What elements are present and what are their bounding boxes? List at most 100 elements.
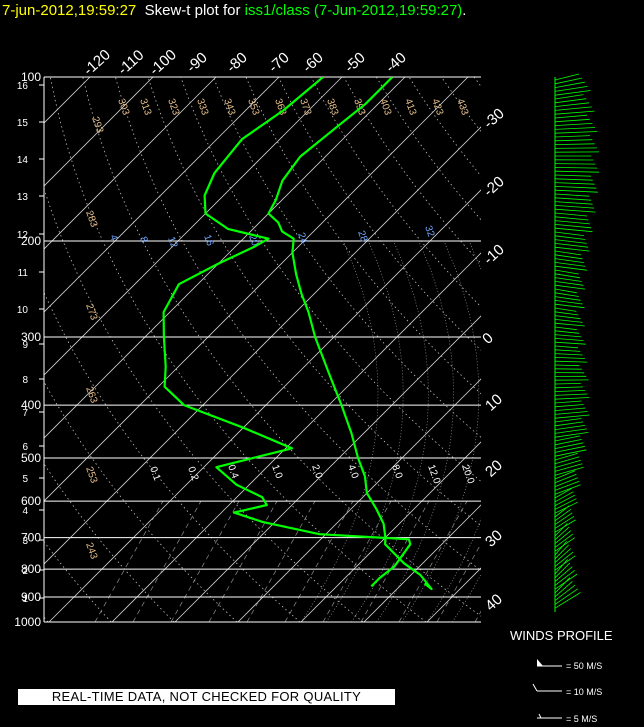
legend-50-pennant — [537, 659, 543, 666]
dry-adiabat-left-label: 283 — [83, 209, 99, 229]
height-km-label: 11 — [18, 268, 29, 279]
dry-adiabat-label-group: 293 — [89, 115, 105, 135]
wind-barb — [554, 90, 591, 96]
top-temp-label: -90 — [183, 49, 210, 76]
wind-barb — [554, 94, 584, 100]
right-temp-label: 10 — [482, 391, 506, 415]
height-km-label: 13 — [17, 192, 29, 203]
mixing-ratio-mid-label-group: 0.2 — [185, 465, 200, 482]
wind-barb — [554, 143, 595, 145]
mixing-ratio-mid-label-group: 2.0 — [309, 463, 324, 480]
dry-adiabat-left-label: 263 — [83, 385, 99, 405]
moist-adiabat-line — [451, 573, 481, 622]
height-km-label: 6 — [22, 442, 28, 453]
wind-barb — [554, 246, 590, 252]
wind-barb — [554, 224, 592, 229]
moist-adiabat-line — [426, 240, 481, 622]
dry-adiabat-line — [44, 380, 238, 622]
wind-barb — [554, 288, 577, 294]
wind-barb — [554, 322, 585, 327]
wind-barb — [554, 400, 582, 404]
wind-barb — [554, 163, 596, 165]
wind-barb — [554, 174, 592, 177]
right-temp-label: 0 — [479, 330, 497, 348]
top-temp-label: -50 — [341, 49, 368, 76]
dry-adiabat-line — [310, 77, 481, 308]
wind-barb — [554, 292, 579, 297]
mixing-ratio-line — [208, 500, 278, 622]
wind-barb — [554, 231, 584, 236]
isotherm-line — [426, 567, 481, 622]
right-temp-label-group: -30 — [480, 105, 507, 132]
dry-adiabat-left-label: 243 — [83, 541, 99, 561]
mixing-ratio-mid-label: 20.0 — [459, 463, 476, 485]
top-temp-label-group: -70 — [265, 49, 292, 76]
wind-barb — [554, 300, 583, 305]
dry-adiabat-label: 433 — [454, 97, 470, 117]
wind-barb — [554, 477, 578, 487]
wind-barb — [554, 182, 595, 185]
isotherm-line — [44, 77, 91, 124]
wind-barb — [554, 338, 584, 341]
dry-adiabat-left-label: 253 — [83, 465, 99, 485]
wind-barb — [554, 170, 600, 173]
wind-barb — [554, 73, 580, 81]
moist-adiabat-line — [351, 240, 429, 622]
dry-adiabat-line — [44, 187, 364, 622]
dry-adiabat-label-group: 413 — [402, 97, 418, 117]
wind-barb — [554, 250, 582, 256]
isobar-layer — [39, 76, 481, 623]
wind-barb — [554, 519, 576, 533]
wind-barb — [554, 470, 576, 480]
wind-barb — [554, 258, 584, 263]
wind-barb — [554, 262, 586, 267]
isotherm-line — [44, 77, 280, 313]
wind-barb — [554, 216, 589, 221]
mixing-ratio-label: 12 — [165, 235, 179, 250]
wind-barb — [554, 515, 575, 529]
wind-barb — [554, 118, 590, 123]
top-temp-label: -70 — [265, 49, 292, 76]
top-temp-label-group: -90 — [183, 49, 210, 76]
mixing-ratio-label: 32 — [422, 224, 436, 239]
top-temp-label: -40 — [382, 49, 409, 76]
wind-barb — [554, 330, 580, 334]
wind-barb — [554, 533, 574, 548]
wind-barb — [554, 505, 570, 518]
top-temp-label: -100 — [146, 46, 180, 79]
isotherm-line — [300, 441, 481, 622]
wind-barb — [554, 227, 593, 233]
legend-5-barb — [538, 713, 542, 719]
wind-barb — [554, 508, 572, 522]
wind-barb — [554, 404, 584, 408]
height-km-label: 5 — [22, 474, 28, 485]
wind-barb — [554, 588, 579, 605]
dry-adiabat-line — [212, 77, 481, 438]
wind-barb — [554, 386, 584, 389]
wind-barb — [554, 98, 587, 104]
wind-barb — [554, 167, 598, 169]
right-temp-label-group: -20 — [480, 173, 507, 200]
dry-adiabat-label: 303 — [115, 97, 131, 117]
wind-barb — [554, 397, 590, 400]
dry-adiabat-label: 333 — [194, 97, 210, 117]
wind-barb — [554, 326, 577, 331]
mixing-ratio-mid-label: 0.1 — [147, 465, 162, 482]
mixing-ratio-label: 16 — [201, 233, 215, 248]
wind-barb — [554, 512, 573, 525]
winds-profile-title: WINDS PROFILE — [510, 628, 613, 643]
wind-barb — [554, 432, 589, 438]
wind-barb — [554, 243, 589, 248]
right-temp-label-group: 30 — [482, 527, 506, 551]
wind-barb — [554, 383, 581, 385]
wind-barb — [554, 353, 583, 356]
wind-barb — [554, 442, 584, 449]
right-temp-label-group: 20 — [482, 457, 506, 481]
title-prefix: Skew-t plot for — [144, 2, 241, 19]
wind-barb — [554, 551, 574, 567]
pressure-label: 500 — [21, 451, 41, 465]
wind-barb — [554, 480, 580, 491]
wind-barb — [554, 559, 568, 575]
wind-barb — [554, 147, 597, 149]
isotherm-line — [44, 77, 406, 439]
